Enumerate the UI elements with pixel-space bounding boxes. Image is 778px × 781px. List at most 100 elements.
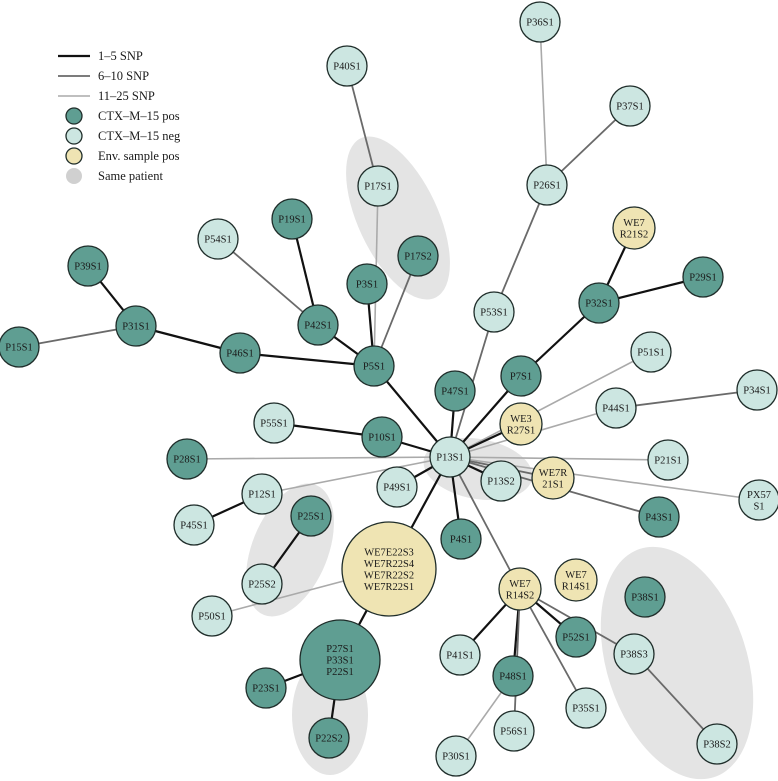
node-circle-pbig — [299, 619, 381, 701]
node-label-p38s3: P38S3 — [620, 650, 647, 661]
node-circle-p47s1 — [434, 370, 476, 412]
node-label-p25s1: P25S1 — [297, 512, 324, 523]
node-circle-p25s1 — [290, 495, 332, 537]
node-circle-p30s1 — [435, 735, 477, 777]
legend-label-env: Env. sample pos — [98, 149, 180, 163]
edge-p51s1-p13s1 — [449, 351, 652, 458]
node-label-webig: WE7R22S2 — [364, 570, 414, 581]
node-p37s1: P37S1 — [609, 85, 651, 127]
node-p47s1: P47S1 — [434, 370, 476, 412]
node-label-pbig: P22S1 — [326, 667, 353, 678]
node-p38s2: P38S2 — [696, 723, 738, 765]
node-circle-p12s1 — [241, 473, 283, 515]
node-p40s1: P40S1 — [326, 45, 368, 87]
node-label-we3r27s1: R27S1 — [507, 425, 536, 436]
node-label-p51s1: P51S1 — [637, 348, 664, 359]
node-label-webig: WE7E22S3 — [364, 547, 414, 558]
node-circle-we7r21s1 — [531, 456, 575, 500]
node-circle-p26s1 — [526, 164, 568, 206]
node-label-p17s2: P17S2 — [404, 252, 431, 263]
node-label-we7r14s1: WE7 — [565, 570, 587, 581]
node-p28s1: P28S1 — [166, 438, 208, 480]
same-patient-group-p38 — [600, 546, 754, 780]
node-circle-p38s1 — [624, 576, 666, 618]
node-label-webig: WE7R22S4 — [364, 559, 415, 570]
node-circle-p15s1 — [0, 326, 40, 368]
node-p49s1: P49S1 — [376, 466, 418, 508]
node-p21s1: P21S1 — [647, 439, 689, 481]
legend-label-same-patient: Same patient — [98, 169, 163, 183]
node-p46s1: P46S1 — [219, 332, 261, 374]
node-p38s3: P38S3 — [613, 633, 655, 675]
node-label-p12s1: P12S1 — [248, 490, 275, 501]
node-label-p39s1: P39S1 — [74, 262, 101, 273]
node-circle-p32s1 — [578, 282, 620, 324]
node-p36s1: P36S1 — [519, 1, 561, 43]
node-circle-p31s1 — [115, 305, 157, 347]
node-circle-p21s1 — [647, 439, 689, 481]
node-p35s1: P35S1 — [565, 687, 607, 729]
node-circle-p41s1 — [439, 634, 481, 676]
node-p31s1: P31S1 — [115, 305, 157, 347]
node-label-p32s1: P32S1 — [585, 299, 612, 310]
node-label-p13s2: P13S2 — [487, 477, 514, 488]
node-circle-px57s1 — [738, 479, 778, 521]
node-label-p54s1: P54S1 — [204, 235, 231, 246]
node-label-p49s1: P49S1 — [383, 483, 410, 494]
node-circle-p17s2 — [397, 235, 439, 277]
node-p25s1: P25S1 — [290, 495, 332, 537]
legend-swatch-pos — [65, 107, 83, 125]
edge-p54s1-p42s1 — [217, 238, 319, 326]
node-label-p22s2: P22S2 — [315, 734, 342, 745]
node-circle-p43s1 — [638, 496, 680, 538]
legend-label-pos: CTX–M–15 pos — [98, 109, 180, 123]
node-circle-p34s1 — [736, 369, 778, 411]
node-label-we7r21s2: R21S2 — [620, 229, 649, 240]
node-circle-p19s1 — [271, 198, 313, 240]
node-p4s1: P4S1 — [440, 518, 482, 560]
node-p13s2: P13S2 — [480, 460, 522, 502]
node-label-p5s1: P5S1 — [363, 362, 385, 373]
node-label-we7r21s1: WE7R — [539, 468, 568, 479]
node-circle-p4s1 — [440, 518, 482, 560]
node-circle-p28s1 — [166, 438, 208, 480]
node-label-p42s1: P42S1 — [304, 321, 331, 332]
node-p55s1: P55S1 — [253, 402, 295, 444]
node-p42s1: P42S1 — [297, 304, 339, 346]
node-circle-p36s1 — [519, 1, 561, 43]
node-circle-p52s1 — [555, 616, 597, 658]
node-label-p46s1: P46S1 — [226, 349, 253, 360]
node-p44s1: P44S1 — [595, 387, 637, 429]
node-label-p38s2: P38S2 — [703, 740, 730, 751]
node-p25s2: P25S2 — [241, 563, 283, 605]
legend-swatch-same-patient — [66, 168, 82, 184]
node-p32s1: P32S1 — [578, 282, 620, 324]
node-circle-p17s1 — [357, 165, 399, 207]
node-p17s2: P17S2 — [397, 235, 439, 277]
node-circle-p55s1 — [253, 402, 295, 444]
node-label-p38s1: P38S1 — [631, 593, 658, 604]
node-label-p55s1: P55S1 — [260, 419, 287, 430]
node-circle-p40s1 — [326, 45, 368, 87]
node-label-we7r14s2: WE7 — [509, 579, 531, 590]
node-p53s1: P53S1 — [473, 291, 515, 333]
node-label-p13s1: P13S1 — [436, 453, 463, 464]
edge-p36s1-p26s1 — [539, 21, 548, 186]
edge-p34s1-p44s1 — [615, 389, 758, 409]
node-p43s1: P43S1 — [638, 496, 680, 538]
node-label-pbig: P33S1 — [326, 656, 353, 667]
node-circle-p3s1 — [346, 263, 388, 305]
node-circle-we7r14s2 — [498, 567, 542, 611]
node-circle-p53s1 — [473, 291, 515, 333]
edge-p12s1-p13s1 — [261, 456, 451, 495]
edge-p26s1-p53s1 — [493, 184, 548, 313]
node-label-pbig: P27S1 — [326, 644, 353, 655]
node-circle-p10s1 — [361, 416, 403, 458]
edge-p46s1-p5s1 — [239, 351, 375, 368]
